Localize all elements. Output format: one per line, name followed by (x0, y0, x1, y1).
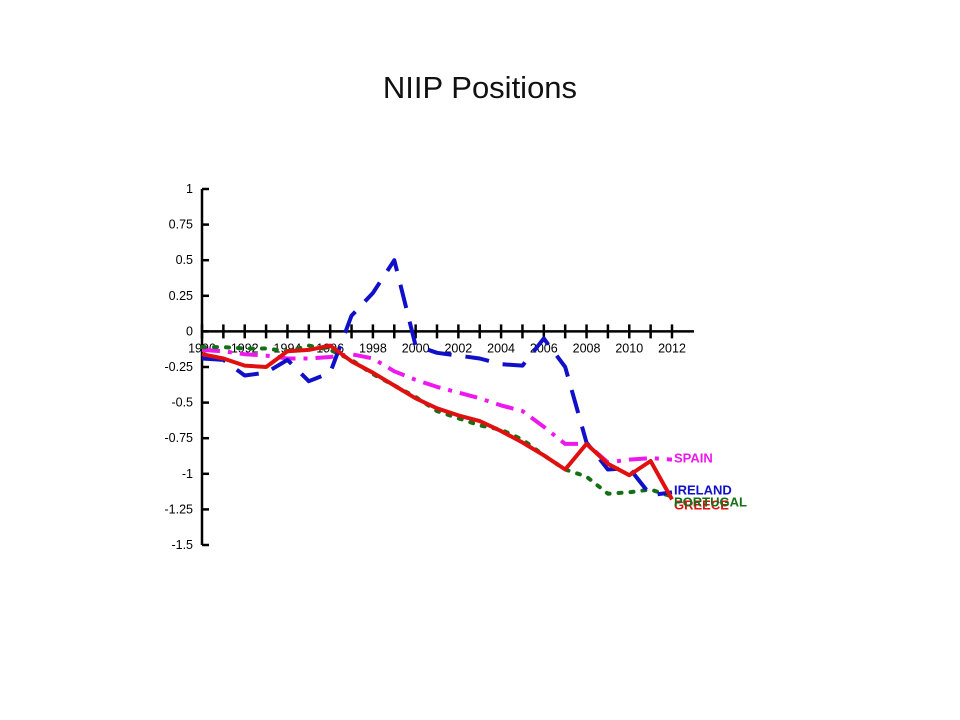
x-tick-label: 1992 (231, 341, 259, 355)
series-label-greece: GREECE (674, 497, 729, 512)
series-line-ireland (201, 258, 673, 498)
y-tick-label: 0.75 (169, 218, 193, 232)
series-label-spain: SPAIN (674, 451, 713, 466)
series-line-portugal (200, 343, 674, 499)
y-tick-label: -0.5 (171, 396, 193, 410)
x-tick-label: 2000 (402, 341, 430, 355)
y-tick-label: -1.5 (171, 538, 193, 552)
series-label-portugal: PORTUGAL (674, 495, 747, 510)
series-line-greece (201, 343, 674, 501)
y-tick-label: -1.25 (165, 502, 194, 516)
y-tick-label: 1 (186, 182, 193, 196)
x-tick-label: 2004 (487, 341, 515, 355)
y-tick-label: -0.25 (165, 360, 194, 374)
x-tick-label: 2010 (615, 341, 643, 355)
x-tick-label: 2012 (658, 341, 686, 355)
slide-title: NIIP Positions (382, 70, 578, 105)
y-tick-label: 0.5 (176, 253, 193, 267)
series-label-ireland: IRELAND (674, 482, 732, 497)
y-tick-label: 0 (186, 324, 193, 338)
y-tick-label: 0.25 (169, 289, 193, 303)
y-tick-label: -1 (182, 467, 193, 481)
x-tick-label: 2008 (573, 341, 601, 355)
x-tick-label: 1998 (359, 341, 387, 355)
y-tick-label: -0.75 (165, 431, 194, 445)
x-tick-label: 2002 (444, 341, 472, 355)
